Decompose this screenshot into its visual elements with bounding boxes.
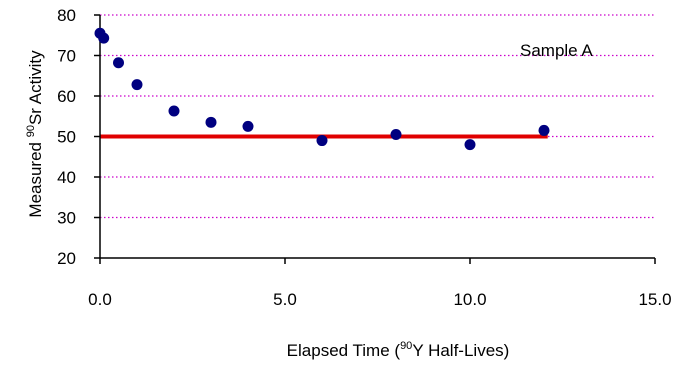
data-point — [242, 120, 254, 132]
data-points — [94, 27, 550, 151]
y-tick-labels: 20 30 40 50 60 70 80 — [57, 6, 76, 268]
y-tick-label: 80 — [57, 6, 76, 25]
data-point — [113, 57, 124, 69]
y-tick-label: 60 — [57, 87, 76, 106]
data-point — [316, 135, 328, 147]
data-point — [464, 139, 476, 151]
y-tick-label: 70 — [57, 47, 76, 66]
annotation-sample-a: Sample A — [520, 41, 593, 60]
data-point — [98, 32, 110, 44]
y-axis-title: Measured 90Sr Activity — [25, 50, 45, 218]
x-tick-labels: 0.0 5.0 10.0 15.0 — [88, 290, 671, 309]
y-tick-label: 20 — [57, 249, 76, 268]
x-axis-title: Elapsed Time (90Y Half-Lives) — [287, 340, 510, 360]
x-tick-label: 5.0 — [273, 290, 297, 309]
data-point — [131, 79, 143, 91]
y-tick-label: 40 — [57, 168, 76, 187]
data-point — [390, 128, 402, 140]
x-tick-label: 10.0 — [453, 290, 486, 309]
data-point — [168, 105, 180, 117]
x-tick-label: 0.0 — [88, 290, 112, 309]
data-point — [205, 116, 217, 128]
y-tick-label: 30 — [57, 209, 76, 228]
data-point — [538, 124, 550, 136]
y-tick-label: 50 — [57, 128, 76, 147]
axes — [94, 14, 656, 264]
x-tick-label: 15.0 — [638, 290, 671, 309]
